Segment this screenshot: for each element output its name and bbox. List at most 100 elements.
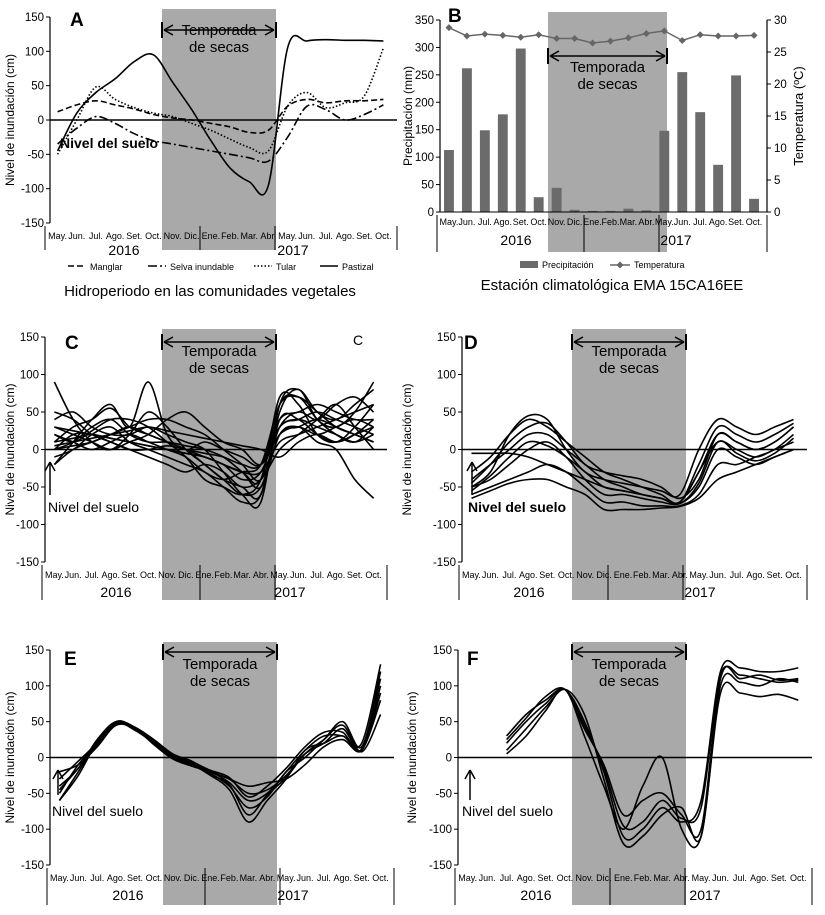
month-label: Dic. <box>178 570 194 580</box>
month-label: Oct. <box>530 217 547 227</box>
y-tick-label: 150 <box>25 12 44 24</box>
month-label: Jul. <box>317 873 331 883</box>
month-label: Dic. <box>184 231 200 241</box>
y-tick-label: 150 <box>20 332 39 344</box>
month-label: Nov. <box>575 873 593 883</box>
series-line <box>470 418 794 505</box>
precipitation-bar <box>551 187 562 212</box>
month-axis: May. Jun. Jul. Ago. Set. Oct. Nov. Dic. Ene. Feb.… <box>454 868 813 905</box>
y-tick-label-right: 25 <box>774 47 787 59</box>
dry-season-shade <box>162 9 276 250</box>
dry-season-label-line1: Temporada <box>570 59 646 76</box>
series-line <box>470 431 794 505</box>
month-label: Ago. <box>327 570 346 580</box>
series-line <box>506 681 799 849</box>
y-axis-title: Nivel de inundación (cm) <box>400 383 414 515</box>
month-label: Ago. <box>334 873 353 883</box>
month-label: May. <box>462 570 481 580</box>
caption-a: Hidroperiodo en las comunidades vegetale… <box>64 283 356 300</box>
dry-season-arrow <box>162 644 278 660</box>
temperature-point <box>660 27 668 35</box>
year-label: 2016 <box>513 584 544 600</box>
month-label: Oct. <box>365 570 382 580</box>
y-tick-label: -100 <box>21 184 44 196</box>
precipitation-bar <box>497 114 508 212</box>
series-line <box>54 426 374 458</box>
dry-season-arrow <box>161 334 277 350</box>
legend-b: Precipitación Temperatura <box>520 260 685 270</box>
month-label: Set. <box>728 217 744 227</box>
month-label: Jun. <box>65 570 82 580</box>
y-tick-label: 100 <box>25 46 44 58</box>
month-label: Jul. <box>310 570 324 580</box>
panel-letter: B <box>448 6 462 27</box>
month-label: Oct. <box>375 231 392 241</box>
ground-arrow-head <box>52 769 64 780</box>
y-tick-label: 0 <box>446 753 452 765</box>
y-tick-label-right: 10 <box>774 143 787 155</box>
month-label: Feb. <box>221 231 239 241</box>
panel-letter: F <box>467 649 479 670</box>
month-label: Jul. <box>502 570 516 580</box>
dry-season-arrow <box>547 48 668 64</box>
y-tick-label: -150 <box>21 860 44 872</box>
legend-label: Pastizal <box>342 262 374 272</box>
y-tick-label: -50 <box>435 788 452 800</box>
month-label: Oct. <box>372 873 389 883</box>
month-label: Set. <box>513 217 529 227</box>
y-tick-label: 150 <box>25 645 44 657</box>
month-label: Set. <box>771 873 787 883</box>
month-label: Ago. <box>517 873 536 883</box>
month-label: Jun. <box>712 873 729 883</box>
month-label: May. <box>48 231 67 241</box>
panel-annotation: C <box>353 332 363 348</box>
temperature-point <box>750 31 758 39</box>
month-label: May. <box>278 231 297 241</box>
temperature-point <box>624 34 632 42</box>
month-label: Feb. <box>220 873 238 883</box>
year-label: 2017 <box>277 887 308 903</box>
month-label: Jun. <box>674 217 691 227</box>
month-label: Jun. <box>709 570 726 580</box>
y-tick-label: 100 <box>25 681 44 693</box>
month-label: Abr. <box>672 570 688 580</box>
legend-label: Selva inundable <box>170 262 234 272</box>
y-axis-title-right: Temperatura (ºC) <box>791 66 806 165</box>
caption-b: Estación climatológica EMA 15CA16EE <box>481 277 744 294</box>
month-label: Ene. <box>614 570 633 580</box>
dry-season-label-line1: Temporada <box>181 22 257 39</box>
year-label: 2016 <box>520 887 551 903</box>
month-label: May. <box>692 873 711 883</box>
y-tick-label-right: 20 <box>774 79 787 91</box>
series-line <box>471 433 795 508</box>
dry-season-label-line2: de secas <box>190 673 250 690</box>
month-label: Ene. <box>195 570 214 580</box>
legend-label: Temperatura <box>634 260 685 270</box>
month-label: Jul. <box>733 873 747 883</box>
series-line <box>471 441 794 506</box>
dry-season-label-line2: de secas <box>599 673 659 690</box>
arrow-heads <box>164 646 276 658</box>
series-line <box>59 699 382 788</box>
month-label: Mar. <box>620 217 638 227</box>
month-label: Jul. <box>319 231 333 241</box>
temperature-point <box>714 32 722 40</box>
ground-arrow-head <box>44 461 56 472</box>
month-label: Jun. <box>479 873 496 883</box>
y-tick-label-right: 5 <box>774 175 780 187</box>
temperature-point <box>499 31 507 39</box>
y-tick-label: -100 <box>429 824 452 836</box>
ground-level-label: Nivel del suelo <box>48 499 139 515</box>
temperature-point <box>589 39 597 47</box>
series-line <box>506 665 799 831</box>
month-label: Feb. <box>601 217 619 227</box>
precipitation-bar <box>677 72 688 212</box>
month-label: Jul. <box>693 217 707 227</box>
y-tick-label: 50 <box>421 180 434 192</box>
y-axis-title: Nivel de inundación (cm) <box>405 691 419 823</box>
month-label: Jun. <box>68 231 85 241</box>
legend-a: Manglar Selva inundable Tular Pastizal <box>68 262 374 272</box>
month-label: Feb. <box>633 570 651 580</box>
